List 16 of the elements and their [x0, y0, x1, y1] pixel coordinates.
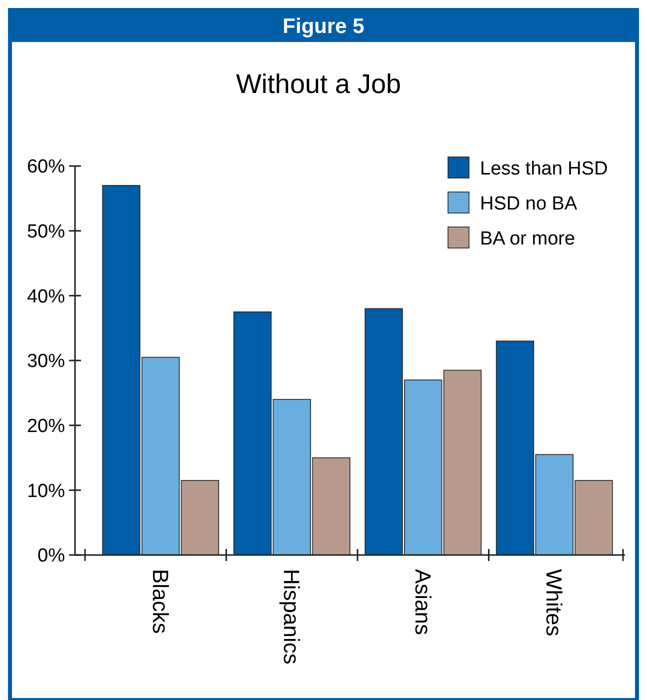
x-tick-label: Asians	[410, 569, 436, 636]
x-tick-label: Hispanics	[279, 569, 304, 664]
x-tick-label: Blacks	[148, 569, 173, 634]
y-tick-label: 60%	[26, 156, 66, 178]
y-tick-label: 20%	[26, 416, 66, 437]
chart-title: Without a Job	[236, 69, 402, 99]
y-tick-label: 30%	[26, 351, 66, 372]
legend-label: HSD no BA	[480, 194, 578, 215]
x-tick-label: Whites	[542, 569, 567, 636]
y-tick-label: 50%	[26, 221, 66, 242]
y-tick-label: 0%	[38, 546, 66, 567]
legend-label: Less than HSD	[480, 158, 608, 180]
legend-label: BA or more	[480, 228, 576, 250]
y-tick-label: 10%	[26, 480, 66, 502]
y-tick-label: 40%	[26, 286, 66, 308]
caption: Figure 5	[282, 15, 365, 38]
